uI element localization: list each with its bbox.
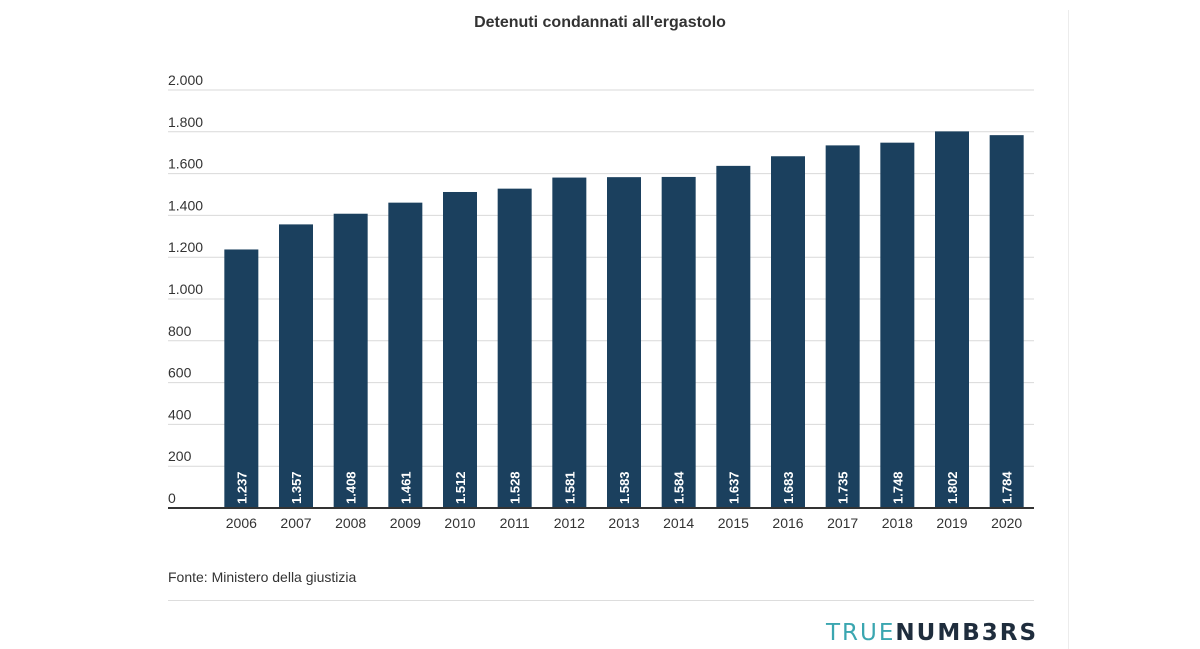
x-tick-label: 2010: [444, 515, 475, 531]
x-tick-label: 2016: [772, 515, 803, 531]
bar-value-label: 1.784: [1000, 471, 1015, 504]
bar: [935, 131, 969, 508]
bar-value-label: 1.735: [836, 471, 851, 504]
bar-value-label: 1.357: [289, 471, 304, 504]
bar-value-label: 1.583: [617, 471, 632, 504]
x-tick-label: 2017: [827, 515, 858, 531]
x-tick-label: 2019: [936, 515, 967, 531]
bar: [552, 177, 587, 509]
bar-value-label: 1.408: [344, 471, 359, 504]
y-tick-label: 1.200: [168, 239, 203, 255]
y-tick-label: 2.000: [168, 72, 203, 88]
bar: [771, 156, 805, 509]
bar: [497, 188, 532, 508]
bar: [607, 177, 641, 508]
bar-value-label: 1.584: [672, 471, 687, 504]
x-tick-label: 2012: [554, 515, 585, 531]
bar-value-label: 1.748: [890, 471, 905, 504]
y-tick-label: 600: [168, 365, 192, 381]
y-tick-label: 1.000: [168, 281, 203, 297]
bar-value-label: 1.802: [945, 471, 960, 504]
bar: [989, 135, 1024, 509]
y-tick-label: 1.600: [168, 156, 203, 172]
x-tick-label: 2006: [226, 515, 257, 531]
truenumbers-logo: TRUENUMB3RS: [826, 620, 1038, 646]
x-tick-label: 2008: [335, 515, 366, 531]
x-tick-label: 2015: [718, 515, 749, 531]
y-tick-label: 800: [168, 323, 192, 339]
bar: [716, 165, 751, 508]
logo-part-numbers: NUMB3RS: [895, 620, 1039, 646]
bar: [279, 224, 313, 508]
bar: [224, 249, 259, 509]
chart-title: Detenuti condannati all'ergastolo: [474, 14, 726, 31]
y-tick-label: 400: [168, 406, 192, 422]
bar-value-label: 1.581: [562, 471, 577, 504]
bar-value-label: 1.528: [508, 471, 523, 504]
y-tick-label: 1.400: [168, 197, 203, 213]
logo-part-true: TRUE: [826, 620, 896, 646]
x-tick-label: 2013: [608, 515, 639, 531]
bar: [333, 213, 368, 508]
frame-divider: [1068, 10, 1069, 649]
bar: [388, 202, 423, 508]
bar: [880, 142, 915, 508]
bar: [443, 191, 477, 508]
bar-value-label: 1.237: [234, 471, 249, 504]
bar-value-label: 1.637: [726, 471, 741, 504]
bar-value-label: 1.683: [781, 471, 796, 504]
x-tick-label: 2009: [390, 515, 421, 531]
source-divider: [168, 600, 1034, 601]
y-tick-label: 0: [168, 490, 176, 506]
bar: [825, 145, 860, 508]
x-tick-label: 2007: [280, 515, 311, 531]
y-tick-label: 200: [168, 448, 192, 464]
bar: [661, 176, 696, 508]
x-tick-label: 2011: [500, 515, 530, 531]
bar-value-label: 1.461: [398, 471, 413, 504]
y-tick-label: 1.800: [168, 114, 203, 130]
x-tick-label: 2020: [991, 515, 1022, 531]
bar-chart: 0 200 400 600 800 1.000 1.200 1.400 1.600 1.800 2.…: [168, 72, 1034, 531]
source-note: Fonte: Ministero della giustizia: [168, 569, 357, 585]
bar-value-label: 1.512: [453, 471, 468, 504]
x-tick-label: 2018: [882, 515, 913, 531]
x-tick-label: 2014: [663, 515, 694, 531]
